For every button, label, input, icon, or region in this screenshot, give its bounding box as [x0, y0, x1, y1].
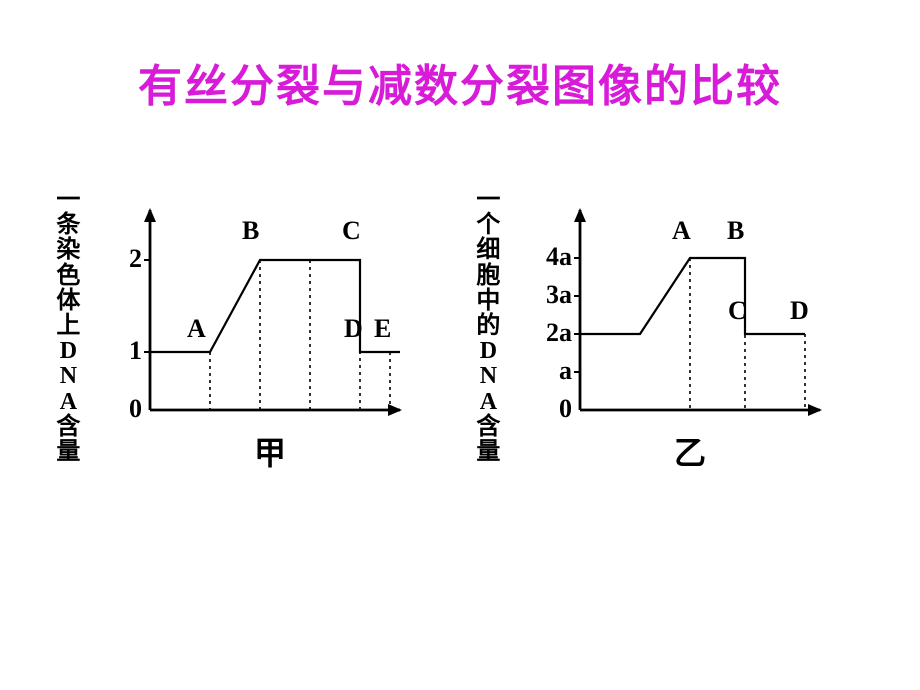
point-label: C	[342, 216, 361, 246]
page-title: 有丝分裂与减数分裂图像的比较	[0, 50, 920, 114]
ytick-label: 0	[129, 394, 142, 424]
chart-jia: 一条染色体上DNA含量 甲 012ABCDE	[100, 180, 440, 470]
ytick-label: 4a	[546, 242, 572, 272]
chart2-caption: 乙	[520, 428, 860, 474]
point-label: E	[374, 314, 391, 344]
point-label: B	[727, 216, 744, 246]
ytick-label: 2	[129, 244, 142, 274]
ytick-label: 0	[559, 394, 572, 424]
point-label: A	[187, 314, 206, 344]
point-label: D	[790, 296, 809, 326]
ytick-label: 3a	[546, 280, 572, 310]
point-label: A	[672, 216, 691, 246]
ytick-label: 2a	[546, 318, 572, 348]
chart1-ylabel: 一条染色体上DNA含量	[54, 188, 83, 465]
point-label: B	[242, 216, 259, 246]
point-label: C	[728, 296, 747, 326]
chart2-ylabel: 一个细胞中的DNA含量	[474, 188, 503, 465]
chart1-caption: 甲	[100, 428, 440, 474]
ytick-label: a	[559, 356, 572, 386]
chart-yi: 一个细胞中的DNA含量 乙 0a2a3a4aABCD	[520, 180, 860, 470]
point-label: D	[344, 314, 363, 344]
ytick-label: 1	[129, 336, 142, 366]
